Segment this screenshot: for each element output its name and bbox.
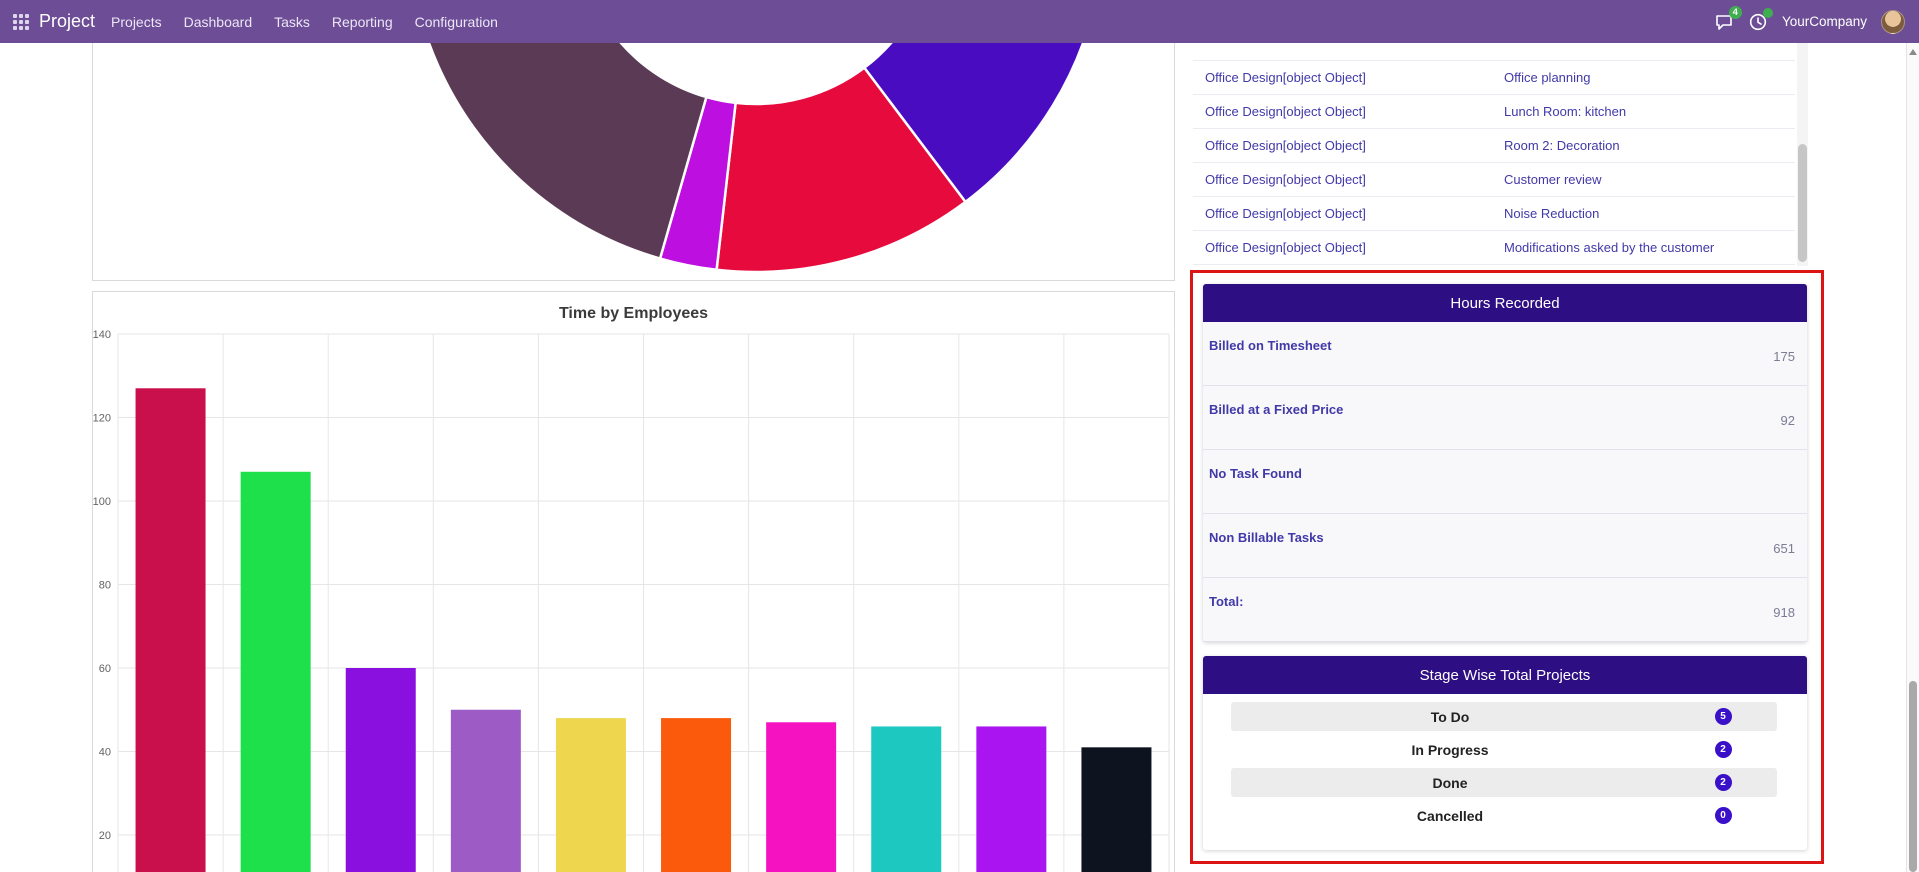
page-scrollbar[interactable]: [1906, 43, 1919, 872]
stage-row: In Progress 2: [1231, 735, 1777, 764]
stage-label: Done: [1432, 774, 1468, 791]
bar[interactable]: [1081, 747, 1152, 872]
app-title[interactable]: Project: [39, 11, 96, 31]
activities-count-badge: [1762, 7, 1773, 18]
hours-row: Billed on Timesheet 175: [1203, 322, 1807, 386]
task-row: Office Design[object Object] Office plann…: [1193, 61, 1795, 95]
hours-recorded-panel: Hours Recorded Billed on Timesheet 175 Bil…: [1203, 284, 1807, 642]
hours-row: Non Billable Tasks 651: [1203, 514, 1807, 578]
stage-label: To Do: [1430, 708, 1470, 725]
y-axis-tick-label: 20: [99, 830, 111, 842]
stage-count-badge: 2: [1714, 741, 1732, 758]
hours-metric-value: 175: [1773, 349, 1795, 364]
tasks-table-scrollbar[interactable]: [1797, 43, 1808, 266]
y-axis-tick-label: 80: [99, 580, 111, 592]
messages-count-badge: 4: [1728, 5, 1742, 19]
stage-count-badge: 0: [1714, 807, 1732, 824]
company-menu[interactable]: YourCompany: [1781, 14, 1867, 29]
task-row-partial: [1193, 43, 1795, 61]
bar-chart: 140 120 100 80 60 40 20: [93, 329, 1170, 872]
stage-label: Cancelled: [1416, 807, 1484, 824]
task-project-link[interactable]: Office Design[object Object]: [1205, 104, 1366, 119]
menu-item-projects[interactable]: Projects: [111, 13, 162, 30]
y-axis-tick-label: 120: [93, 413, 111, 425]
stage-badge-wrap: 5: [1669, 708, 1777, 725]
bar-chart-title: Time by Employees: [558, 305, 709, 322]
activities-button[interactable]: [1748, 7, 1773, 32]
hours-row: Total: 918: [1203, 578, 1807, 642]
task-project-link[interactable]: Office Design[object Object]: [1205, 172, 1366, 187]
task-row: Office Design[object Object] Room 2: Deco…: [1193, 129, 1795, 163]
hours-metric-value: 918: [1773, 605, 1795, 620]
apps-grid-icon[interactable]: [13, 13, 29, 30]
hours-metric-label: Billed at a Fixed Price: [1209, 402, 1344, 417]
hours-metric-value: 92: [1780, 413, 1795, 428]
stage-row: To Do 5: [1231, 702, 1777, 731]
stage-row: Cancelled 0: [1231, 801, 1777, 830]
topbar: Project Projects Dashboard Tasks Reporting C…: [0, 0, 1919, 43]
stage-label: In Progress: [1411, 741, 1489, 758]
stage-wise-header: Stage Wise Total Projects: [1203, 656, 1807, 694]
task-name-link[interactable]: Customer review: [1504, 172, 1602, 187]
task-row: Office Design[object Object] Modification…: [1193, 231, 1795, 265]
stage-wise-panel: Stage Wise Total Projects To Do 5 In Progr…: [1203, 656, 1807, 850]
bar[interactable]: [555, 718, 626, 872]
stage-count-badge: 5: [1714, 708, 1732, 725]
donut-chart: [411, 43, 1085, 274]
task-project-link[interactable]: Office Design[object Object]: [1205, 70, 1366, 85]
page-scrollbar-thumb[interactable]: [1909, 681, 1917, 872]
task-project-link[interactable]: Office Design[object Object]: [1205, 240, 1366, 255]
task-row: Office Design[object Object] Lunch Room: …: [1193, 95, 1795, 129]
tasks-table: Office Design[object Object] Office plann…: [1193, 43, 1795, 265]
y-axis-tick-label: 100: [93, 496, 111, 508]
y-axis-tick-label: 60: [99, 663, 111, 675]
hours-metric-label: No Task Found: [1209, 466, 1302, 481]
stage-badge-wrap: 2: [1669, 774, 1777, 791]
bar[interactable]: [661, 718, 732, 872]
project-donut-card: [92, 43, 1175, 281]
hours-recorded-header: Hours Recorded: [1203, 284, 1807, 322]
bar[interactable]: [871, 726, 942, 872]
bar[interactable]: [766, 722, 837, 872]
hours-metric-label: Billed on Timesheet: [1209, 338, 1332, 353]
clock-icon: [1749, 13, 1767, 30]
task-name-link[interactable]: Lunch Room: kitchen: [1504, 104, 1627, 119]
task-row: Office Design[object Object] Noise Reduct…: [1193, 197, 1795, 231]
menu-item-dashboard[interactable]: Dashboard: [183, 13, 253, 30]
hours-metric-label: Total:: [1209, 594, 1244, 609]
bar[interactable]: [240, 471, 311, 872]
tasks-table-scrollbar-thumb[interactable]: [1798, 144, 1807, 262]
bar[interactable]: [135, 388, 206, 872]
topbar-right: 4 YourCompany: [1714, 5, 1905, 34]
menu-item-reporting[interactable]: Reporting: [331, 13, 393, 30]
task-project-link[interactable]: Office Design[object Object]: [1205, 206, 1366, 221]
task-name-link[interactable]: Room 2: Decoration: [1504, 138, 1620, 153]
avatar[interactable]: [1881, 9, 1905, 34]
bar[interactable]: [976, 726, 1047, 872]
hours-row: Billed at a Fixed Price 92: [1203, 386, 1807, 450]
donut-slice[interactable]: [411, 43, 708, 261]
messages-button[interactable]: 4: [1714, 5, 1742, 32]
stage-row: Done 2: [1231, 768, 1777, 797]
hours-metric-value: 651: [1773, 541, 1795, 556]
y-axis-tick-label: 140: [93, 329, 111, 341]
stage-count-badge: 2: [1714, 774, 1732, 791]
stage-badge-wrap: 2: [1669, 741, 1777, 758]
menu-item-tasks[interactable]: Tasks: [274, 13, 310, 30]
task-project-link[interactable]: Office Design[object Object]: [1205, 138, 1366, 153]
hours-metric-label: Non Billable Tasks: [1209, 530, 1324, 545]
bar[interactable]: [345, 668, 416, 872]
stage-badge-wrap: 0: [1669, 807, 1777, 824]
y-axis-tick-label: 40: [99, 747, 111, 759]
time-by-employees-card: Time by Employees 140 120 100 80 60 40 20: [92, 291, 1175, 872]
task-row: Office Design[object Object] Customer rev…: [1193, 163, 1795, 197]
task-name-link[interactable]: Noise Reduction: [1504, 206, 1600, 221]
hours-row: No Task Found: [1203, 450, 1807, 514]
task-name-link[interactable]: Office planning: [1504, 70, 1591, 85]
bar[interactable]: [450, 709, 521, 872]
task-name-link[interactable]: Modifications asked by the customer: [1504, 240, 1715, 255]
scrollbar-up-arrow-icon[interactable]: [1909, 49, 1917, 55]
topbar-menu: Projects Dashboard Tasks Reporting Configura…: [109, 10, 500, 34]
menu-item-configuration[interactable]: Configuration: [414, 13, 498, 30]
